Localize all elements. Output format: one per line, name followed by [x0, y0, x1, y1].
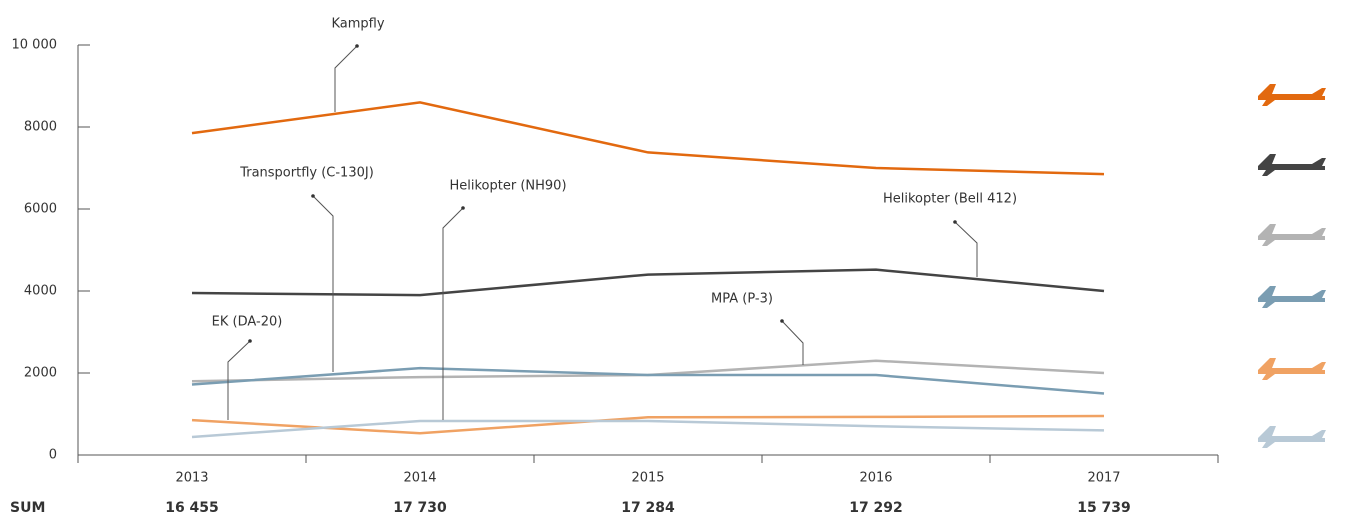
aircraft-icon	[1258, 224, 1326, 246]
sum-value: 17 730	[393, 500, 447, 516]
leader-dot	[780, 319, 784, 323]
y-tick-label: 8000	[24, 120, 57, 135]
series-line	[191, 359, 1105, 383]
x-tick-label: 2017	[1087, 471, 1120, 486]
aircraft-icon	[1258, 84, 1326, 106]
sum-value: 17 284	[621, 500, 675, 516]
leader-line	[781, 320, 804, 365]
sum-value: 17 292	[849, 500, 903, 516]
series-label: MPA (P-3)	[711, 292, 773, 307]
leader-dot	[311, 194, 315, 198]
sum-value: 15 739	[1077, 500, 1131, 516]
y-tick-label: 4000	[24, 284, 57, 299]
aircraft-icon	[1258, 154, 1326, 176]
x-tick-label: 2013	[175, 471, 208, 486]
series-line	[191, 101, 1105, 176]
x-tick-label: 2015	[631, 471, 664, 486]
y-tick-label: 10 000	[12, 38, 58, 53]
leader-line	[312, 195, 334, 372]
leader-line	[227, 340, 251, 420]
x-tick-label: 2016	[859, 471, 892, 486]
series-line	[191, 366, 1105, 395]
leader-dot	[953, 220, 957, 224]
leader-line	[334, 45, 358, 112]
y-tick-label: 0	[49, 448, 57, 463]
leader-dot	[248, 339, 252, 343]
series-label: Transportfly (C-130J)	[239, 166, 374, 181]
leader-dot	[461, 206, 465, 210]
leader-dot	[355, 44, 359, 48]
series-line	[191, 419, 1105, 439]
series-label: Helikopter (NH90)	[449, 179, 566, 194]
series-line	[191, 414, 1105, 435]
series-label: EK (DA-20)	[212, 315, 283, 330]
x-tick-label: 2014	[403, 471, 436, 486]
leader-line	[954, 221, 978, 277]
sum-value: 16 455	[165, 500, 219, 516]
aircraft-icon	[1258, 358, 1326, 380]
y-tick-label: 6000	[24, 202, 57, 217]
aircraft-icon	[1258, 286, 1326, 308]
series-label: Kampfly	[331, 17, 384, 32]
sum-label: SUM	[10, 500, 45, 516]
leader-line	[442, 207, 464, 420]
series-line	[191, 268, 1105, 297]
aircraft-icon	[1258, 426, 1326, 448]
y-tick-label: 2000	[24, 366, 57, 381]
series-label: Helikopter (Bell 412)	[883, 192, 1017, 207]
